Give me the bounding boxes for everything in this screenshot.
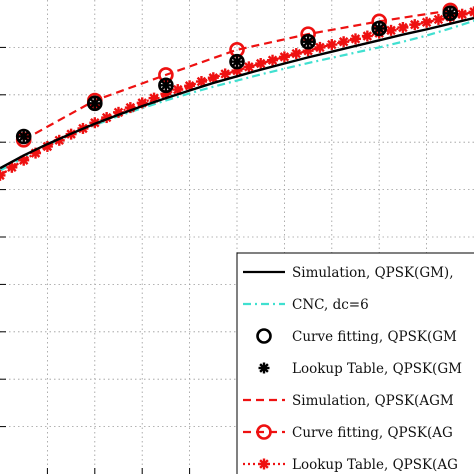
- data-point-lt-gm: [302, 36, 314, 48]
- data-point-lt-agm: [314, 41, 326, 53]
- series-cf-gm: [15, 5, 459, 145]
- data-point-lt-agm: [207, 72, 219, 84]
- legend-label: Simulation, QPSK(AGM: [292, 393, 454, 409]
- legend-entry-lt-agm: Lookup Table, QPSK(AG: [243, 457, 458, 473]
- data-point-lt-agm: [350, 33, 361, 45]
- data-point-lt-agm: [468, 6, 474, 18]
- data-point-cf-gm: [371, 20, 388, 37]
- data-point-lt-agm: [267, 54, 279, 66]
- data-point-lt-agm: [0, 169, 6, 181]
- legend-entry-sim-agm: Simulation, QPSK(AGM: [243, 393, 454, 409]
- data-point-lt-agm: [255, 58, 267, 70]
- legend-label: CNC, dc=6: [292, 297, 369, 313]
- legend-marker-sample: [258, 362, 270, 374]
- legend-marker-sample: [258, 458, 270, 470]
- legend-label: Curve fitting, QPSK(GM: [292, 329, 457, 345]
- data-point-lt-agm: [361, 30, 373, 42]
- legend-label: Lookup Table, QPSK(GM: [292, 361, 462, 377]
- data-point-lt-agm: [338, 36, 350, 48]
- legend-label: Curve fitting, QPSK(AG: [292, 425, 453, 441]
- data-point-lt-agm: [421, 16, 433, 28]
- data-point-lt-agm: [432, 13, 444, 25]
- legend-entry-cf-gm: Curve fitting, QPSK(GM: [256, 328, 457, 345]
- data-point-cf-gm: [158, 77, 174, 94]
- legend-label: Simulation, QPSK(GM),: [292, 265, 454, 281]
- legend: Simulation, QPSK(GM), CNC, dc=6 Curve fitt…: [236, 252, 474, 474]
- legend-box: [236, 252, 474, 474]
- data-point-lt-agm: [243, 61, 255, 73]
- data-point-lt-agm: [6, 161, 18, 173]
- series-line-sim-gm: [0, 16, 474, 170]
- series-line-cnc: [0, 19, 474, 172]
- legend-marker-sample: [256, 328, 272, 344]
- plot-area: [0, 2, 474, 181]
- data-point-cf-gm: [300, 33, 316, 50]
- data-point-lt-agm: [195, 76, 207, 88]
- series-sim-gm: [0, 16, 474, 170]
- data-point-lt-agm: [278, 51, 290, 63]
- series-cnc: [0, 19, 474, 172]
- data-point-cf-gm: [229, 53, 245, 70]
- data-point-lt-agm: [290, 48, 302, 60]
- data-point-lt-agm: [385, 24, 397, 36]
- data-point-lt-gm: [18, 131, 30, 143]
- data-point-lt-agm: [456, 8, 468, 20]
- legend-entry-lt-gm: Lookup Table, QPSK(GM: [258, 361, 462, 377]
- legend-entry-cnc: CNC, dc=6: [243, 297, 369, 313]
- data-point-lt-agm: [184, 80, 196, 92]
- legend-entry-sim-gm: Simulation, QPSK(GM),: [243, 265, 454, 281]
- data-point-cf-gm: [442, 5, 459, 22]
- data-point-lt-gm: [444, 7, 456, 19]
- data-point-lt-agm: [219, 68, 231, 80]
- data-point-cf-gm: [15, 128, 32, 145]
- legend-marker-sample: [256, 424, 272, 440]
- series-lt-gm: [18, 7, 456, 143]
- legend-entry-cf-agm: Curve fitting, QPSK(AG: [243, 424, 453, 441]
- data-point-lt-agm: [172, 84, 184, 96]
- data-point-lt-agm: [326, 39, 338, 51]
- legend-label: Lookup Table, QPSK(AG: [292, 457, 458, 473]
- data-point-lt-gm: [160, 79, 172, 91]
- data-point-lt-gm: [89, 97, 101, 109]
- data-point-lt-gm: [373, 22, 385, 34]
- data-point-lt-agm: [409, 19, 421, 31]
- series-lt-agm: [0, 6, 474, 181]
- data-point-lt-agm: [397, 21, 409, 33]
- data-point-cf-gm: [87, 95, 103, 112]
- data-point-lt-gm: [231, 56, 243, 68]
